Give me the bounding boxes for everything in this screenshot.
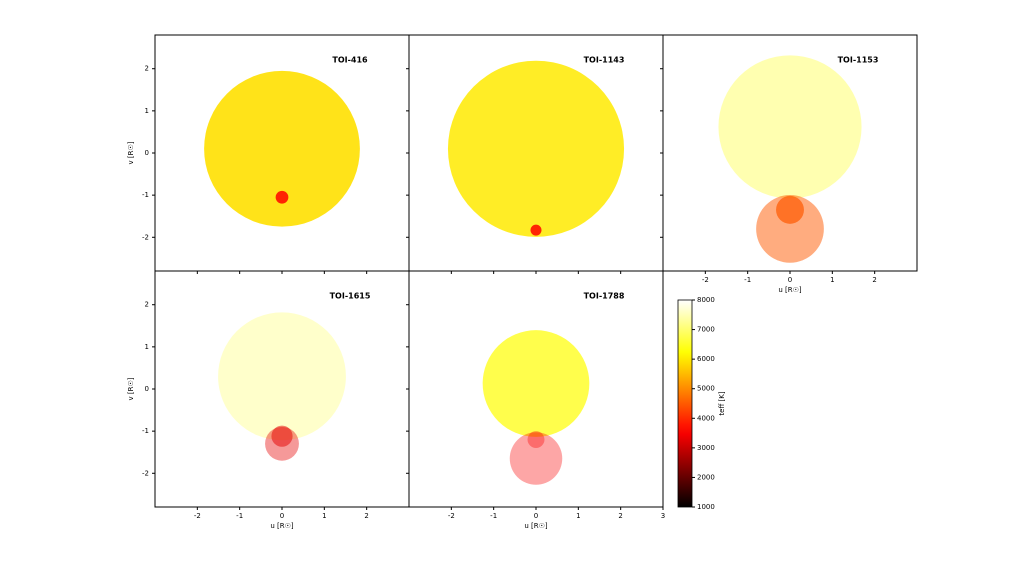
panel-title: TOI-1788 bbox=[584, 292, 625, 301]
y-tick-label: 2 bbox=[145, 65, 149, 73]
y-tick-label: 0 bbox=[145, 149, 149, 157]
body-disk bbox=[275, 190, 289, 204]
circles bbox=[218, 312, 346, 461]
circles bbox=[204, 70, 360, 227]
colorbar-tick-label: 8000 bbox=[697, 296, 715, 304]
body-disk bbox=[271, 425, 293, 447]
panel: -2 -1 0 1 2 -2 -1 0 1 2 TOI-1615 u [R☉] v [R☉] bbox=[127, 270, 410, 530]
body-disk bbox=[204, 70, 360, 227]
x-tick-label: 1 bbox=[322, 512, 326, 520]
y-tick-label: 1 bbox=[145, 343, 149, 351]
x-tick-label: 1 bbox=[830, 276, 834, 284]
panel: -2 -1 0 1 2 TOI-416 v [R☉] bbox=[127, 34, 410, 274]
x-tick-label: -1 bbox=[490, 512, 497, 520]
colorbar-tick-label: 7000 bbox=[697, 326, 715, 334]
panel-title: TOI-1615 bbox=[330, 292, 371, 301]
y-tick-label: -2 bbox=[142, 233, 149, 241]
colorbar-tick-label: 1000 bbox=[697, 503, 715, 511]
panel-title: TOI-1153 bbox=[838, 56, 879, 65]
y-axis-label: v [R☉] bbox=[127, 377, 135, 400]
x-tick-label: 3 bbox=[661, 512, 665, 520]
x-tick-label: 0 bbox=[788, 276, 792, 284]
x-axis-label: u [R☉] bbox=[778, 286, 802, 294]
x-tick-label: 2 bbox=[872, 276, 876, 284]
panel: -2 -1 0 1 2 3 TOI-1788 u [R☉] bbox=[406, 270, 665, 530]
colorbar-label: teff [K] bbox=[718, 391, 726, 415]
x-tick-label: -2 bbox=[194, 512, 201, 520]
y-tick-label: -2 bbox=[142, 469, 149, 477]
body-disk bbox=[482, 330, 590, 437]
x-tick-label: -2 bbox=[702, 276, 709, 284]
colorbar-tick-label: 3000 bbox=[697, 444, 715, 452]
colorbar bbox=[677, 299, 693, 508]
x-tick-label: 2 bbox=[618, 512, 622, 520]
panel-title: TOI-1143 bbox=[584, 56, 625, 65]
body-disk bbox=[756, 194, 824, 263]
body-disk bbox=[218, 312, 346, 441]
x-tick-label: 0 bbox=[534, 512, 538, 520]
colorbar-tick-label: 4000 bbox=[697, 414, 715, 422]
body-disk bbox=[530, 224, 542, 236]
panel: TOI-1143 bbox=[406, 34, 664, 274]
y-tick-label: 2 bbox=[145, 301, 149, 309]
x-tick-label: -1 bbox=[236, 512, 243, 520]
y-tick-label: 1 bbox=[145, 107, 149, 115]
circles bbox=[447, 60, 625, 237]
x-axis-label: u [R☉] bbox=[524, 522, 548, 530]
body-disk bbox=[527, 431, 545, 449]
x-tick-label: -1 bbox=[744, 276, 751, 284]
x-tick-label: 0 bbox=[280, 512, 284, 520]
y-tick-label: -1 bbox=[142, 191, 149, 199]
circles bbox=[718, 55, 862, 263]
body-disk bbox=[509, 432, 563, 485]
y-tick-label: 0 bbox=[145, 385, 149, 393]
x-tick-label: 1 bbox=[576, 512, 580, 520]
x-tick-label: -2 bbox=[448, 512, 455, 520]
y-axis-label: v [R☉] bbox=[127, 141, 135, 164]
colorbar-tick-label: 6000 bbox=[697, 355, 715, 363]
body-disk bbox=[447, 60, 625, 237]
panel-title: TOI-416 bbox=[332, 56, 368, 65]
x-tick-label: 2 bbox=[364, 512, 368, 520]
colorbar-tick-label: 5000 bbox=[697, 385, 715, 393]
circles bbox=[482, 330, 590, 485]
panel: -2 -1 0 1 2 TOI-1153 u [R☉] bbox=[660, 34, 918, 294]
body-disk bbox=[776, 195, 804, 224]
x-axis-label: u [R☉] bbox=[270, 522, 294, 530]
body-disk bbox=[718, 55, 862, 199]
y-tick-label: -1 bbox=[142, 427, 149, 435]
colorbar-tick-label: 2000 bbox=[697, 473, 715, 481]
